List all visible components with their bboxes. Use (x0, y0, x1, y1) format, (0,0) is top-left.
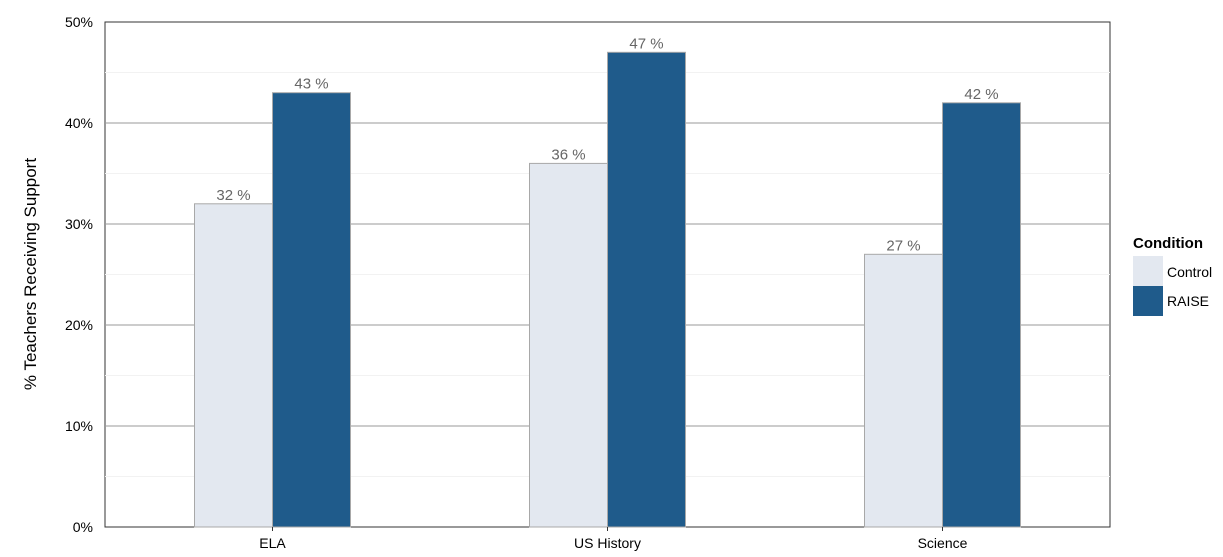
x-axis-ticks: ELA US History Science (259, 527, 968, 551)
y-tick-label: 30% (65, 216, 93, 232)
y-tick-label: 10% (65, 418, 93, 434)
data-label: 42 % (964, 86, 998, 103)
legend-swatch-raise (1133, 286, 1163, 316)
legend-title: Condition (1133, 235, 1203, 252)
y-tick-label: 0% (73, 519, 93, 535)
data-labels: 32 % 43 % 36 % 47 % 27 % 42 % (216, 35, 998, 254)
bar-control-ela (194, 203, 273, 528)
y-tick-label: 20% (65, 317, 93, 333)
bar-raise-ela (272, 92, 351, 528)
x-tick-label: US History (574, 535, 641, 551)
y-axis-title: % Teachers Receiving Support (21, 158, 40, 390)
data-label: 43 % (294, 76, 328, 93)
data-label: 36 % (551, 146, 585, 163)
bar-raise-us-history (607, 51, 686, 528)
y-axis-ticks: 0% 10% 20% 30% 40% 50% (65, 14, 93, 535)
legend-label-raise: RAISE (1167, 293, 1209, 309)
legend-label-control: Control (1167, 264, 1212, 280)
bar-control-science (864, 253, 943, 528)
data-label: 47 % (629, 35, 663, 52)
legend-swatch-control (1133, 256, 1163, 286)
y-tick-label: 40% (65, 115, 93, 131)
data-label: 32 % (216, 187, 250, 204)
bars (194, 51, 1021, 528)
data-label: 27 % (886, 237, 920, 254)
bar-raise-science (942, 102, 1021, 528)
x-tick-label: ELA (259, 535, 286, 551)
x-tick-label: Science (918, 535, 968, 551)
y-tick-label: 50% (65, 14, 93, 30)
legend: Condition Control RAISE (1133, 235, 1212, 316)
bar-control-us-history (529, 162, 608, 528)
